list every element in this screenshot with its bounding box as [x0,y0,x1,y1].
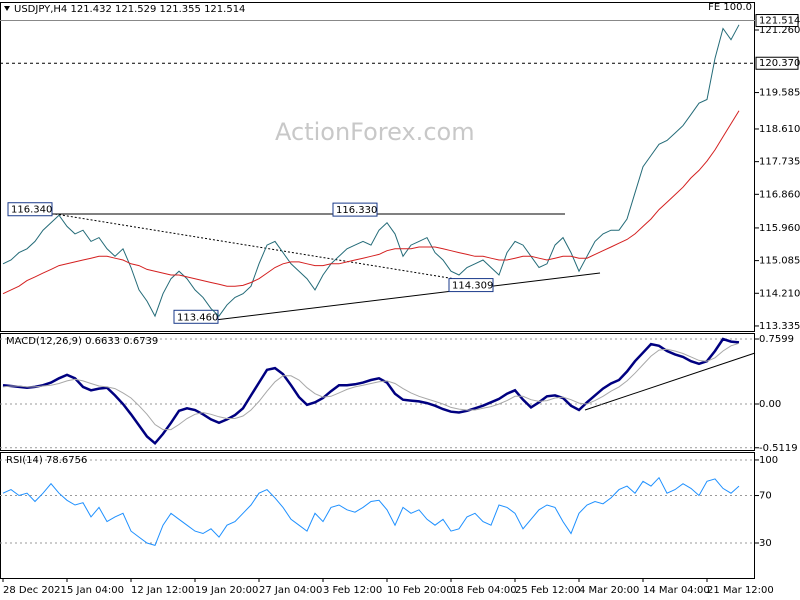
macd-trend-line [584,352,756,411]
panel-title: MACD(12,26,9) 0.6633 0.6739 [6,336,158,347]
current-price-box [755,14,799,28]
y-tick-label: 118.610 [759,124,800,135]
y-tick-label: 0.00 [759,399,781,410]
trend-lines [15,213,756,411]
y-tick-label: 116.860 [759,189,800,200]
y-tick-label: 70 [759,491,772,502]
x-tick-label: 14 Mar 04:00 [643,585,710,596]
x-tick-label: 12 Jan 12:00 [131,585,194,596]
fe-label: FE 100.0 [708,2,752,13]
annotation-label: 116.340 [11,205,52,216]
y-tick-label: 119.585 [759,88,800,99]
y-tick-label: -0.5119 [759,443,798,454]
panel-title: RSI(14) 78.6756 [6,455,87,466]
annotation-box [332,202,378,217]
x-tick-label: 19 Jan 20:00 [195,585,258,596]
series-line [2,110,740,295]
level-label: 120.370 [759,58,800,69]
annotation-box [7,202,53,217]
x-tick-label: 3 Feb 12:00 [323,585,382,596]
y-tick-label: 100 [759,455,778,466]
panel-frame [0,333,755,451]
x-tick-label: 10 Feb 20:00 [387,585,453,596]
annotation-box [448,278,494,293]
series-line [2,476,740,547]
annotation-label: 114.309 [452,281,493,292]
annotation-label: 116.330 [336,205,377,216]
x-tick-label: 25 Feb 12:00 [515,585,581,596]
y-tick-label: 0.7599 [759,334,794,345]
annotation-label: 113.460 [177,312,218,323]
support-line [214,272,601,321]
x-tick-label: 28 Dec 2021 [3,585,67,596]
x-tick-label: 4 Mar 20:00 [579,585,639,596]
y-tick-label: 115.960 [759,223,800,234]
panel-frame [0,452,755,579]
x-tick-label: 27 Jan 04:00 [259,585,322,596]
y-tick-label: 115.085 [759,256,800,267]
y-tick-label: 121.260 [759,25,800,36]
y-tick-label: 113.335 [759,321,800,332]
watermark: ActionForex.com [275,118,475,146]
y-tick-label: 114.210 [759,288,800,299]
level-box [755,56,799,70]
x-tick-label: 5 Jan 04:00 [67,585,124,596]
panel-frame [0,2,755,332]
current-price-label: 121.514 [759,16,800,27]
x-tick-label: 18 Feb 04:00 [451,585,517,596]
series-line [2,342,740,431]
series-line [2,24,740,318]
chart-title: USDJPY,H4 121.432 121.529 121.355 121.51… [14,4,245,15]
series-line [2,337,740,446]
menu-triangle [4,6,10,11]
annotation-box [173,309,219,324]
x-tick-label: 21 Mar 12:00 [707,585,774,596]
y-tick-label: 117.735 [759,157,800,168]
y-tick-label: 30 [759,538,772,549]
